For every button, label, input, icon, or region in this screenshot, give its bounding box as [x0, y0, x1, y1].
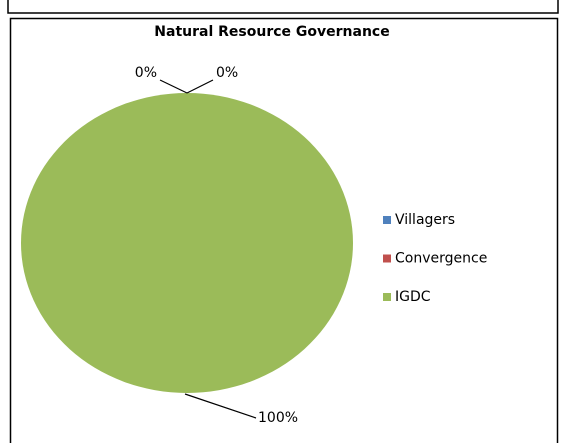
top-frame: [7, 0, 559, 14]
leader-line: [159, 79, 188, 94]
legend-label: Villagers: [395, 212, 455, 228]
data-label: 100%: [258, 410, 298, 426]
data-label: 0%: [216, 65, 238, 81]
legend-swatch: [383, 293, 391, 301]
pie-slice: [21, 93, 353, 393]
leader-line: [184, 393, 257, 419]
legend-swatch: [383, 216, 391, 224]
legend-label: Convergence: [395, 251, 487, 267]
chart-title: Natural Resource Governance: [154, 24, 389, 40]
data-label: 0%: [135, 65, 157, 81]
leader-line: [186, 79, 214, 94]
legend-label: IGDC: [395, 289, 431, 305]
legend-swatch: [383, 254, 391, 263]
